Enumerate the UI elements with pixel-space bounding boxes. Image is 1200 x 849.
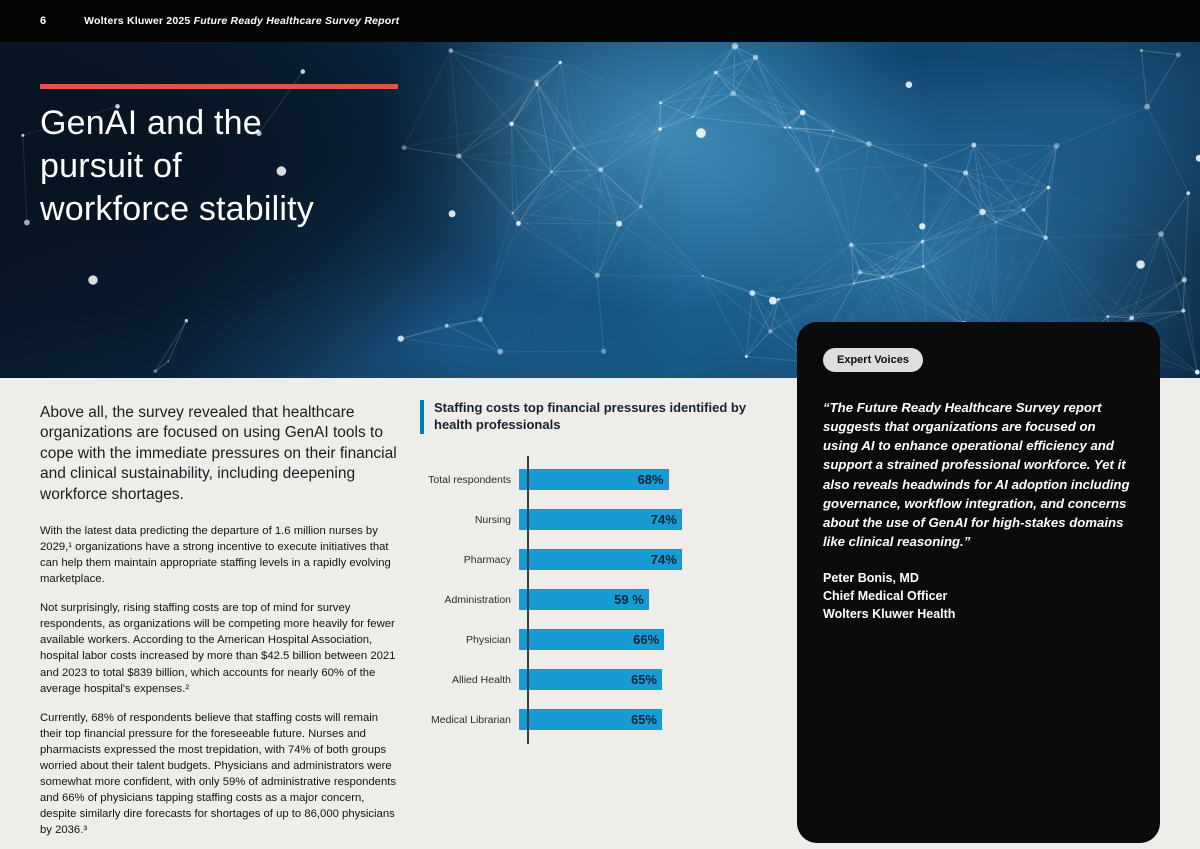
expert-voices-badge: Expert Voices	[823, 348, 923, 372]
expert-voices-card: Expert Voices “The Future Ready Healthca…	[797, 322, 1160, 843]
article-column: Above all, the survey revealed that heal…	[40, 403, 402, 849]
bar-value-label: 65%	[630, 672, 657, 688]
article-paragraph: With the latest data predicting the depa…	[40, 525, 391, 586]
bar: 74%	[519, 549, 682, 571]
bar-value-label: 59 %	[614, 592, 644, 608]
bar-chart-rows: Total respondents 68% Nursing 74% Pharmacy 74…	[420, 460, 792, 740]
report-brand: Wolters Kluwer 2025	[84, 15, 191, 27]
bar-category-label: Pharmacy	[463, 553, 511, 566]
bar: 65%	[519, 709, 662, 731]
bar-category-label: Medical Librarian	[431, 713, 511, 726]
article-paragraph: Not surprisingly, rising staffing costs …	[40, 602, 396, 695]
bar-value-label: 65%	[630, 712, 657, 728]
bar-value-label: 68%	[637, 472, 664, 488]
chart-row: Medical Librarian 65%	[420, 700, 792, 740]
chart-row: Administration 59 %	[420, 580, 792, 620]
attribution-name: Peter Bonis, MD	[823, 571, 919, 586]
hero-banner: GenAI and the pursuit of workforce stabi…	[0, 42, 1200, 378]
page-title: GenAI and the pursuit of workforce stabi…	[40, 102, 314, 232]
chart-title: Staffing costs top financial pressures i…	[434, 400, 747, 432]
attribution-role: Chief Medical Officer	[823, 589, 948, 604]
bar-category-label: Total respondents	[428, 473, 511, 486]
chart-header: Staffing costs top financial pressures i…	[420, 400, 792, 434]
attribution-org: Wolters Kluwer Health	[823, 607, 956, 622]
quote-attribution: Peter Bonis, MD Chief Medical Officer Wo…	[823, 569, 1134, 623]
bar-chart: Total respondents 68% Nursing 74% Pharmacy 74…	[420, 455, 792, 744]
article-intro: Above all, the survey revealed that heal…	[40, 404, 397, 503]
bar-value-label: 74%	[650, 512, 677, 528]
bar-category-label: Nursing	[474, 513, 511, 526]
chart-row: Pharmacy 74%	[420, 540, 792, 580]
chart-axis-line	[527, 455, 529, 744]
chart-row: Total respondents 68%	[420, 460, 792, 500]
bar-category-label: Allied Health	[452, 673, 511, 686]
chart-section: Staffing costs top financial pressures i…	[420, 400, 792, 744]
chart-row: Allied Health 65%	[420, 660, 792, 700]
bar-category-label: Physician	[466, 633, 511, 646]
bar: 68%	[519, 469, 669, 491]
title-accent-line	[40, 84, 398, 89]
chart-accent-bar	[420, 400, 424, 434]
bar-value-label: 66%	[633, 632, 660, 648]
chart-row: Physician 66%	[420, 620, 792, 660]
page-number: 6	[40, 15, 47, 27]
article-paragraph: Currently, 68% of respondents believe th…	[40, 711, 397, 836]
bar: 65%	[519, 669, 662, 691]
bar: 59 %	[519, 589, 649, 611]
bar-category-label: Administration	[444, 593, 511, 606]
page-title-line: GenAI and the	[40, 104, 262, 142]
top-bar: 6 Wolters Kluwer 2025 Future Ready Healt…	[0, 0, 1200, 42]
bar: 66%	[519, 629, 665, 651]
report-title: Wolters Kluwer 2025 Future Ready Healthc…	[84, 15, 399, 27]
report-name: Future Ready Healthcare Survey Report	[193, 15, 400, 27]
page-title-line: pursuit of	[40, 147, 182, 186]
bar: 74%	[519, 509, 682, 531]
bar-value-label: 74%	[650, 552, 677, 568]
network-background-image	[21, 43, 1200, 378]
chart-row: Nursing 74%	[420, 500, 792, 540]
page-title-line: workforce stability	[40, 190, 314, 229]
expert-quote: “The Future Ready Healthcare Survey repo…	[823, 400, 1130, 549]
